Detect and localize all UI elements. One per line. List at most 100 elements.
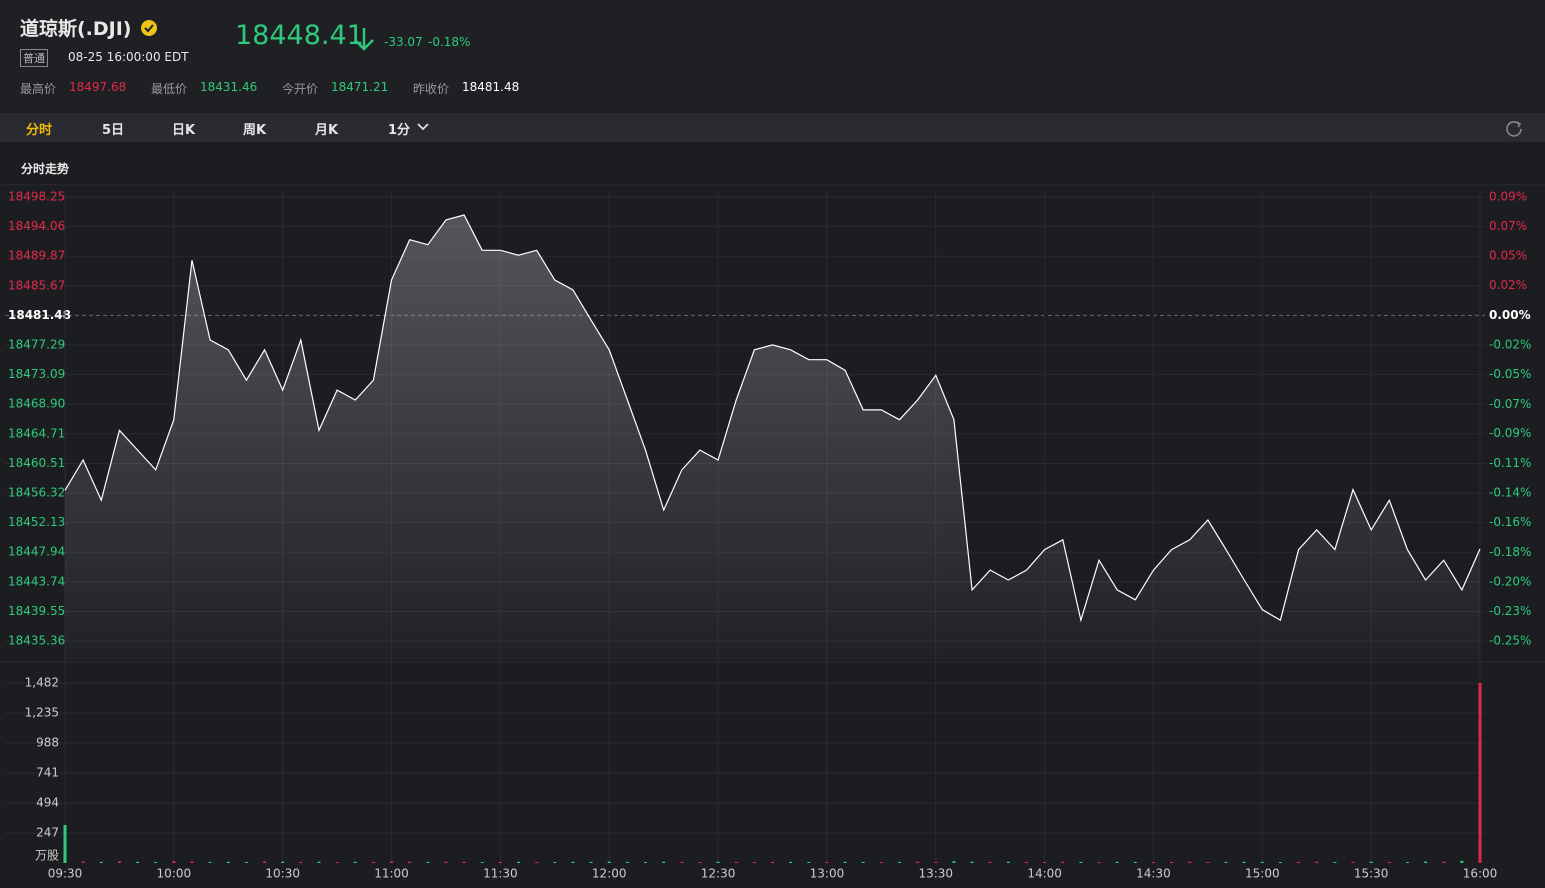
volume-bar xyxy=(1043,862,1047,863)
change: -33.07 xyxy=(384,35,423,49)
volume-bar xyxy=(716,861,720,863)
volume-bar xyxy=(1424,861,1428,863)
volume-bar xyxy=(172,861,176,863)
tab[interactable]: 日K xyxy=(172,123,196,138)
y2-tick-label: -0.09% xyxy=(1489,426,1531,440)
title: 道琼斯(.DJI) xyxy=(20,18,132,40)
y-tick-label: 18481.48 xyxy=(8,308,71,322)
header: 道琼斯(.DJI) 18448.41 -33.07 -0.18% 普通 08-2… xyxy=(0,0,1545,112)
volume-bar xyxy=(1242,861,1246,863)
volume-bar xyxy=(63,824,67,863)
x-tick-label: 16:00 xyxy=(1463,867,1498,881)
volume-bar xyxy=(1387,861,1391,863)
refresh-icon[interactable] xyxy=(1504,119,1524,139)
down-arrow xyxy=(354,28,374,51)
stat-value: 18431.46 xyxy=(200,80,258,94)
volume-bar xyxy=(553,862,557,863)
volume-bar xyxy=(462,861,466,863)
y2-tick-label: -0.11% xyxy=(1489,456,1531,470)
stat-label: 昨收价 xyxy=(413,82,450,96)
y-tick-label: 18477.29 xyxy=(8,337,65,351)
volume-bar xyxy=(535,861,539,863)
volume-bar xyxy=(408,861,412,863)
volume-bar xyxy=(771,861,774,863)
volume-bar xyxy=(190,861,194,863)
x-tick-label: 10:00 xyxy=(157,867,192,881)
volume-bar xyxy=(81,861,85,863)
volume-bar xyxy=(1079,861,1083,863)
change-pct: -0.18% xyxy=(428,35,471,49)
y-tick-label: 18460.51 xyxy=(8,456,65,470)
volume-bar xyxy=(879,862,883,863)
y-tick-label: 18498.25 xyxy=(8,190,65,204)
badge: 普通 xyxy=(20,49,48,67)
volume-bar xyxy=(99,861,103,863)
y-tick-label: 18494.06 xyxy=(8,219,65,233)
stat-label: 最低价 xyxy=(151,82,188,96)
volume-bar xyxy=(444,861,448,863)
volume-bar xyxy=(208,861,212,863)
y-tick-label: 18468.90 xyxy=(8,397,65,411)
volume-bar xyxy=(1405,862,1409,863)
volume-bar xyxy=(426,861,430,863)
volume-bar xyxy=(1206,862,1210,863)
y-tick-label: 18464.71 xyxy=(8,426,65,440)
x-tick-label: 12:00 xyxy=(592,867,627,881)
x-tick-label: 12:30 xyxy=(701,867,736,881)
volume-bar xyxy=(226,861,230,863)
y-tick-label: 18447.94 xyxy=(8,545,65,559)
volume-bar xyxy=(1442,861,1446,863)
x-tick-label: 14:00 xyxy=(1027,867,1062,881)
volume-bar xyxy=(1369,861,1373,863)
stat-value: 18471.21 xyxy=(331,80,389,94)
volume-bar xyxy=(644,862,648,863)
y2-tick-label: -0.05% xyxy=(1489,367,1531,381)
volume-bar xyxy=(299,861,303,863)
volume-bar xyxy=(734,861,738,863)
y2-tick-label: -0.23% xyxy=(1489,604,1531,618)
volume-bar xyxy=(1460,860,1464,863)
x-tick-label: 13:30 xyxy=(918,867,953,881)
stat-label: 今开价 xyxy=(282,82,319,96)
volume-bar xyxy=(1024,861,1028,863)
volume-bar xyxy=(1006,861,1010,863)
tab[interactable]: 分时 xyxy=(26,123,53,138)
y2-tick-label: -0.02% xyxy=(1489,338,1531,352)
tab-bar: 分时 5日 日K 周K 月K 1分 xyxy=(0,113,1545,142)
y2-tick-label: -0.18% xyxy=(1489,545,1531,559)
vol-unit: 万股 xyxy=(35,849,59,863)
tab[interactable]: 1分 xyxy=(388,123,411,138)
volume-bar xyxy=(517,861,521,863)
volume-bar xyxy=(916,861,920,863)
tab[interactable]: 周K xyxy=(243,123,267,138)
volume-bar xyxy=(934,861,938,863)
time: 08-25 16:00:00 EDT xyxy=(68,50,189,64)
volume-bar xyxy=(1115,861,1119,863)
y-tick-label: 18439.55 xyxy=(8,604,65,618)
volume-bar xyxy=(1478,683,1482,863)
volume-bar xyxy=(371,861,375,863)
y-tick-label: 18473.09 xyxy=(8,367,65,381)
dropdown-icon[interactable] xyxy=(416,121,430,133)
y-tick-label: 18435.36 xyxy=(8,634,65,648)
volume-bar xyxy=(1151,862,1155,863)
y2-tick-label: -0.16% xyxy=(1489,515,1531,529)
verified-icon xyxy=(141,20,157,36)
volume-bar xyxy=(480,862,484,863)
volume-bar xyxy=(244,862,248,863)
volume-bar xyxy=(1170,861,1174,863)
tab[interactable]: 5日 xyxy=(102,123,125,138)
volume-bar xyxy=(662,861,666,863)
tab[interactable]: 月K xyxy=(315,123,339,138)
x-tick-label: 15:30 xyxy=(1354,867,1389,881)
y-tick-label: 18489.87 xyxy=(8,249,65,263)
y-tick-label: 18443.74 xyxy=(8,574,65,588)
y-tick-label: 18485.67 xyxy=(8,278,65,292)
x-tick-label: 10:30 xyxy=(265,867,300,881)
y2-tick-label: -0.20% xyxy=(1489,574,1531,588)
volume-bar xyxy=(281,861,285,863)
volume-bar xyxy=(1188,861,1192,863)
y2-tick-label: -0.25% xyxy=(1489,634,1531,648)
price-area xyxy=(65,215,1480,660)
